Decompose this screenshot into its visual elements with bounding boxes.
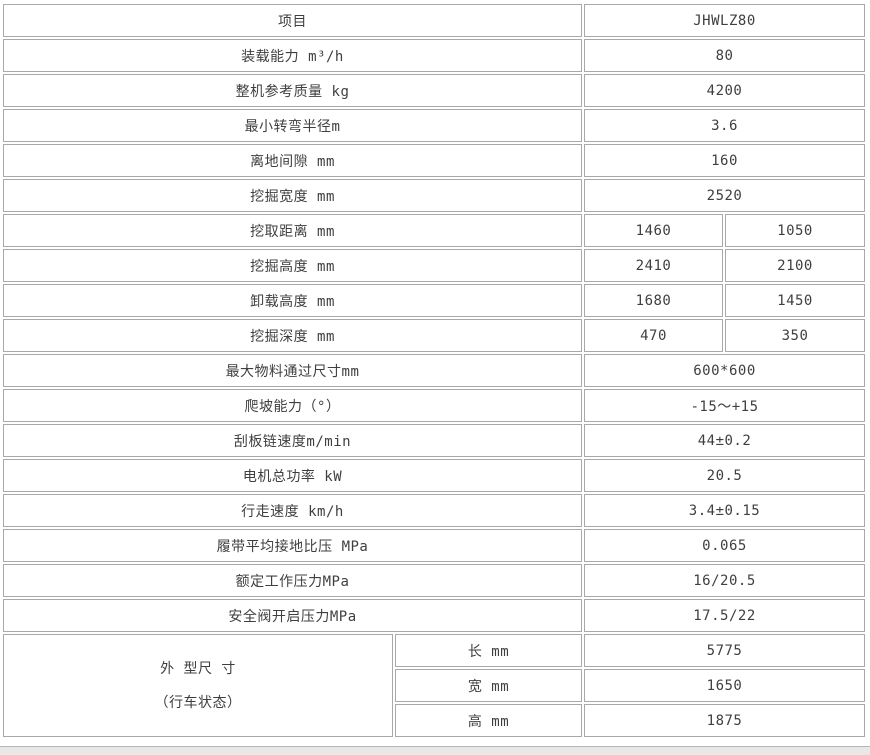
table-row: 挖掘高度 mm 2410 2100 xyxy=(3,249,866,282)
bottom-scroll-strip xyxy=(0,746,870,755)
spec-label: 行走速度 km/h xyxy=(3,494,582,527)
dimensions-label-line1: 外 型尺 寸 xyxy=(160,660,236,677)
spec-value: 80 xyxy=(584,39,866,72)
spec-label: 挖掘宽度 mm xyxy=(3,179,582,212)
dimension-value: 5775 xyxy=(584,634,866,667)
table-row: 挖掘宽度 mm 2520 xyxy=(3,179,866,212)
table-header-row: 项目 JHWLZ80 xyxy=(3,4,866,37)
table-row: 离地间隙 mm 160 xyxy=(3,144,866,177)
dimension-value: 1875 xyxy=(584,704,866,737)
spec-value-secondary: 350 xyxy=(725,319,866,352)
dimensions-group-label: 外 型尺 寸 （行车状态） xyxy=(3,634,393,737)
dimensions-label-line2: （行车状态） xyxy=(154,694,242,711)
dimensions-row: 外 型尺 寸 （行车状态） 长 mm 5775 xyxy=(3,634,866,737)
table-row: 履带平均接地比压 MPa 0.065 xyxy=(3,529,866,562)
spec-value-primary: 1460 xyxy=(584,214,723,247)
table-row: 最大物料通过尺寸mm 600*600 xyxy=(3,354,866,387)
spec-label: 装载能力 m³/h xyxy=(3,39,582,72)
spec-value: 2520 xyxy=(584,179,866,212)
spec-value-primary: 2410 xyxy=(584,249,723,282)
spec-value: 160 xyxy=(584,144,866,177)
spec-label: 挖取距离 mm xyxy=(3,214,582,247)
spec-value: 16/20.5 xyxy=(584,564,866,597)
spec-value: 17.5/22 xyxy=(584,599,866,632)
dimension-label: 宽 mm xyxy=(395,669,582,702)
table-row: 刮板链速度m/min 44±0.2 xyxy=(3,424,866,457)
spec-value: 4200 xyxy=(584,74,866,107)
header-value-cell: JHWLZ80 xyxy=(584,4,866,37)
table-row: 装载能力 m³/h 80 xyxy=(3,39,866,72)
spec-label: 电机总功率 kW xyxy=(3,459,582,492)
header-label-cell: 项目 xyxy=(3,4,582,37)
spec-label: 最大物料通过尺寸mm xyxy=(3,354,582,387)
spec-label: 爬坡能力（°） xyxy=(3,389,582,422)
table-row: 电机总功率 kW 20.5 xyxy=(3,459,866,492)
table-row: 安全阀开启压力MPa 17.5/22 xyxy=(3,599,866,632)
spec-label: 刮板链速度m/min xyxy=(3,424,582,457)
spec-label: 离地间隙 mm xyxy=(3,144,582,177)
table-row: 行走速度 km/h 3.4±0.15 xyxy=(3,494,866,527)
spec-label: 挖掘深度 mm xyxy=(3,319,582,352)
dimension-label: 高 mm xyxy=(395,704,582,737)
table-row: 整机参考质量 kg 4200 xyxy=(3,74,866,107)
dimension-label: 长 mm xyxy=(395,634,582,667)
table-row: 爬坡能力（°） -15～+15 xyxy=(3,389,866,422)
spec-label: 整机参考质量 kg xyxy=(3,74,582,107)
spec-label: 履带平均接地比压 MPa xyxy=(3,529,582,562)
spec-value: 20.5 xyxy=(584,459,866,492)
table-row: 挖取距离 mm 1460 1050 xyxy=(3,214,866,247)
spec-label: 最小转弯半径m xyxy=(3,109,582,142)
spec-value: 3.4±0.15 xyxy=(584,494,866,527)
spec-value-primary: 1680 xyxy=(584,284,723,317)
spec-table: 项目 JHWLZ80 装载能力 m³/h 80 整机参考质量 kg 4200 最… xyxy=(1,2,867,739)
dimensions-row: 宽 mm 1650 xyxy=(3,669,866,702)
spec-label: 挖掘高度 mm xyxy=(3,249,582,282)
dimensions-row: 高 mm 1875 xyxy=(3,704,866,737)
spec-label: 卸载高度 mm xyxy=(3,284,582,317)
dimension-value: 1650 xyxy=(584,669,866,702)
spec-value: -15～+15 xyxy=(584,389,866,422)
spec-value: 0.065 xyxy=(584,529,866,562)
table-row: 最小转弯半径m 3.6 xyxy=(3,109,866,142)
spec-value: 3.6 xyxy=(584,109,866,142)
table-row: 卸载高度 mm 1680 1450 xyxy=(3,284,866,317)
spec-value-secondary: 1450 xyxy=(725,284,866,317)
spec-value: 600*600 xyxy=(584,354,866,387)
spec-value-secondary: 1050 xyxy=(725,214,866,247)
table-row: 挖掘深度 mm 470 350 xyxy=(3,319,866,352)
spec-label: 额定工作压力MPa xyxy=(3,564,582,597)
table-row: 额定工作压力MPa 16/20.5 xyxy=(3,564,866,597)
spec-value: 44±0.2 xyxy=(584,424,866,457)
spec-value-secondary: 2100 xyxy=(725,249,866,282)
spec-label: 安全阀开启压力MPa xyxy=(3,599,582,632)
spec-value-primary: 470 xyxy=(584,319,723,352)
